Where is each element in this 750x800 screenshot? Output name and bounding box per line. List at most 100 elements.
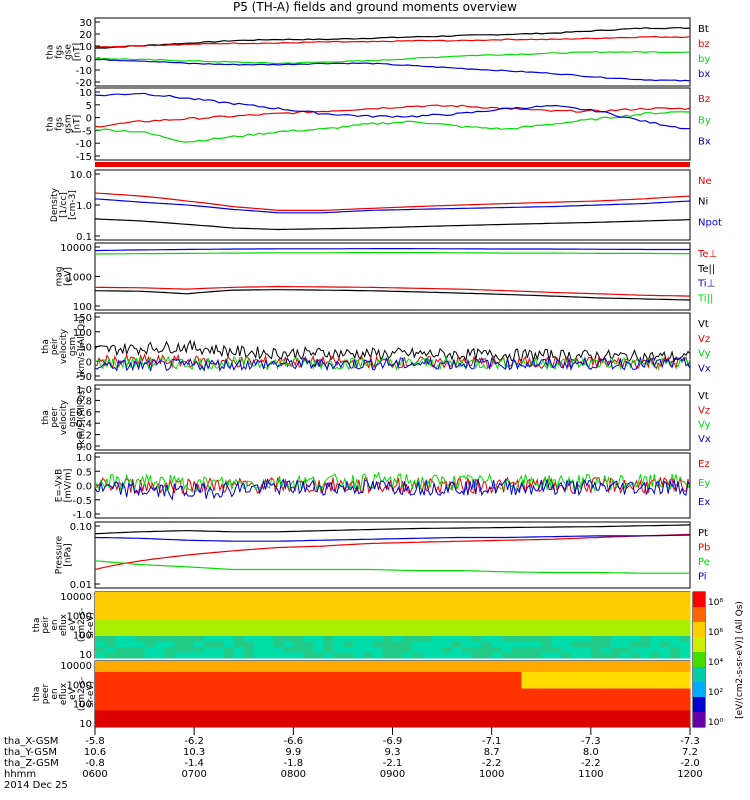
heatmap-cell [511, 677, 522, 684]
heatmap-cell [670, 641, 681, 648]
heatmap-cell [313, 677, 324, 684]
heatmap-cell [511, 683, 522, 689]
legend-density-Npot: Npot [698, 217, 722, 228]
heatmap-cell [144, 630, 155, 637]
heatmap-cell [164, 625, 175, 631]
series-line-fgs_gse-bx [94, 58, 691, 82]
heatmap-cell [491, 694, 503, 700]
heatmap-cell [124, 625, 136, 631]
heatmap-cell [293, 625, 304, 631]
heatmap-cell [600, 716, 612, 722]
heatmap-cell [561, 716, 572, 722]
heatmap-cell [600, 597, 612, 604]
heatmap-cell [531, 614, 542, 620]
heatmap-cell [660, 625, 671, 631]
heatmap-cell [352, 641, 364, 648]
heatmap-cell [194, 608, 205, 615]
heatmap-cell [412, 672, 423, 678]
heatmap-cell [273, 608, 284, 615]
heatmap-cell [382, 710, 393, 717]
heatmap-cell [104, 661, 116, 667]
ylabel-peir_vel: thapeirvelocitygsm[km/s](All Qs) [41, 316, 87, 378]
heatmap-cell [590, 661, 602, 667]
heatmap-cell [273, 710, 284, 717]
heatmap-cell [144, 603, 155, 609]
ytick-label-fgs_gsm: -10 [76, 139, 92, 150]
heatmap-cell [392, 710, 403, 717]
heatmap-cell [233, 710, 245, 717]
heatmap-cell [204, 705, 215, 711]
heatmap-cell [680, 647, 691, 653]
heatmap-cell [104, 625, 116, 631]
heatmap-cell [680, 630, 691, 637]
heatmap-cell [303, 721, 314, 728]
legend-efield-Ez: Ez [698, 459, 710, 470]
heatmap-cell [501, 592, 512, 598]
heatmap-cell [442, 619, 453, 626]
heatmap-cell [481, 630, 493, 637]
heatmap-cell [293, 694, 304, 700]
heatmap-cell [333, 694, 344, 700]
heatmap-cell [640, 608, 651, 615]
ytick-label-peer_vel: 0.0 [76, 442, 92, 453]
heatmap-cell [620, 672, 631, 678]
heatmap-cell [521, 688, 532, 695]
legend-peer_vel-Vy: Vy [698, 420, 711, 431]
heatmap-cell [442, 603, 453, 609]
heatmap-cell [580, 603, 592, 609]
heatmap-cell [263, 630, 274, 637]
heatmap-cell [481, 608, 493, 615]
heatmap-cell [263, 661, 274, 667]
ylabel-density: Density[1/cc][cm-3] [50, 187, 78, 222]
xaxis-value: 7.2 [682, 747, 698, 758]
heatmap-cell [214, 647, 225, 653]
heatmap-cell [95, 630, 106, 637]
heatmap-cell [223, 677, 235, 684]
heatmap-cell [590, 652, 602, 659]
heatmap-cell [452, 614, 463, 620]
heatmap-cell [551, 672, 562, 678]
heatmap-cell [580, 641, 592, 648]
heatmap-cell [342, 603, 354, 609]
heatmap-cell [670, 699, 681, 706]
heatmap-cell [551, 652, 562, 659]
heatmap-cell [571, 661, 582, 667]
heatmap-cell [630, 710, 641, 717]
heatmap-cell [283, 705, 294, 711]
heatmap-cell [481, 710, 493, 717]
heatmap-cell [590, 636, 602, 642]
heatmap-cell [124, 630, 136, 637]
heatmap-cell [184, 608, 195, 615]
heatmap-cell [660, 619, 671, 626]
heatmap-cell [670, 636, 681, 642]
heatmap-cell [620, 619, 631, 626]
ylabel-efield: E=-VxB[mV/m] [55, 469, 74, 503]
heatmap-cell [362, 614, 374, 620]
heatmap-cell [471, 661, 483, 667]
heatmap-cell [382, 705, 393, 711]
heatmap-cell [640, 683, 651, 689]
ytick-label-fgs_gse: 10 [79, 42, 92, 53]
heatmap-cell [402, 677, 413, 684]
ytick-label-fgs_gse: 30 [79, 18, 92, 29]
heatmap-cell [610, 647, 622, 653]
heatmap-cell [144, 672, 155, 678]
heatmap-cell [471, 597, 483, 604]
heatmap-cell [124, 652, 136, 659]
heatmap-cell [342, 625, 354, 631]
heatmap-cell [660, 721, 671, 728]
heatmap-cell [352, 592, 364, 598]
heatmap-cell [233, 694, 245, 700]
heatmap-cell [263, 603, 274, 609]
heatmap-cell [590, 694, 602, 700]
heatmap-cell [303, 716, 314, 722]
heatmap-cell [561, 603, 572, 609]
heatmap-cell [352, 672, 364, 678]
heatmap-cell [333, 614, 344, 620]
heatmap-cell [481, 661, 493, 667]
heatmap-cell [263, 636, 274, 642]
heatmap-cell [263, 666, 274, 673]
heatmap-cell [273, 672, 284, 678]
heatmap-cell [541, 705, 552, 711]
heatmap-cell [600, 630, 612, 637]
